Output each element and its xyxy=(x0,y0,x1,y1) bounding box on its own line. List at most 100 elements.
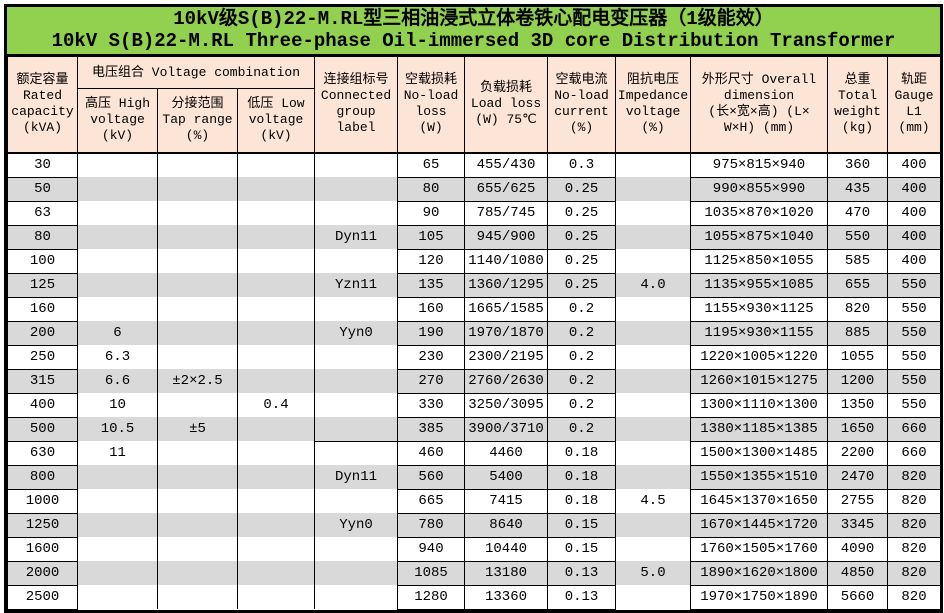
cell-impedance xyxy=(615,417,692,441)
cell-gauge: 400 xyxy=(887,248,942,274)
cell-dimension: 1890×1620×1800 xyxy=(690,560,829,586)
cell-impedance xyxy=(615,441,692,465)
cell-dimension: 1970×1750×1890 xyxy=(690,584,829,610)
cell-tap xyxy=(157,321,238,345)
table-row: 500 10.5 ±5 385 3900/3710 0.2 1380×1185×1385 16… xyxy=(7,416,942,442)
cell-tap xyxy=(157,489,238,513)
cell-gauge: 820 xyxy=(887,488,942,514)
cell-load-loss: 1665/1585 xyxy=(464,296,549,322)
col-header-connected-group: 连接组标号 Connected group label xyxy=(314,56,399,154)
cell-dimension: 1220×1005×1220 xyxy=(690,344,829,370)
cell-gauge: 820 xyxy=(887,560,942,586)
cell-no-load-loss: 190 xyxy=(397,320,466,346)
cell-no-load-loss: 385 xyxy=(397,416,466,442)
cell-load-loss: 455/430 xyxy=(464,152,549,178)
cell-hv xyxy=(77,537,158,561)
cell-no-load-current: 0.2 xyxy=(547,416,617,442)
cell-load-loss: 4460 xyxy=(464,440,549,466)
cell-tap: ±5 xyxy=(157,417,238,441)
cell-tap xyxy=(157,513,238,537)
cell-group: Dyn11 xyxy=(314,465,399,489)
cell-load-loss: 1140/1080 xyxy=(464,248,549,274)
col-header-tap-range: 分接范围 Tap range (%) xyxy=(157,88,238,154)
spec-table: 额定容量 Rated capacity (kVA) 电压组合 Voltage c… xyxy=(7,56,942,610)
cell-load-loss: 945/900 xyxy=(464,224,549,250)
table-row: 2000 1085 13180 0.13 5.0 1890×1620×1800 4850 82… xyxy=(7,560,942,586)
cell-lv xyxy=(236,561,316,585)
cell-hv xyxy=(77,513,158,537)
cell-hv: 11 xyxy=(77,441,158,465)
cell-dimension: 1760×1505×1760 xyxy=(690,536,829,562)
cell-weight: 5660 xyxy=(827,584,889,610)
transformer-spec-sheet: 10kV级S(B)22-M.RL型三相油浸式立体卷铁心配电变压器（1级能效） 1… xyxy=(4,4,943,613)
cell-weight: 1350 xyxy=(827,392,889,418)
cell-load-loss: 655/625 xyxy=(464,176,549,202)
cell-dimension: 1195×930×1155 xyxy=(690,320,829,346)
col-header-voltage-combination: 电压组合 Voltage combination xyxy=(76,56,316,89)
cell-load-loss: 8640 xyxy=(464,512,549,538)
cell-impedance xyxy=(615,321,692,345)
cell-no-load-loss: 270 xyxy=(397,368,466,394)
cell-lv xyxy=(236,225,316,249)
cell-lv xyxy=(236,321,316,345)
cell-gauge: 820 xyxy=(887,584,942,610)
table-row: 1250 Yyn0 780 8640 0.15 1670×1445×1720 3345 820 xyxy=(7,512,942,538)
cell-hv xyxy=(77,297,158,321)
cell-gauge: 660 xyxy=(887,440,942,466)
col-header-load-loss: 负载损耗 Load loss (W) 75℃ xyxy=(464,56,549,154)
cell-load-loss: 3900/3710 xyxy=(464,416,549,442)
cell-lv xyxy=(236,513,316,537)
cell-group xyxy=(314,201,399,225)
table-row: 80 Dyn11 105 945/900 0.25 1055×875×1040 550 400 xyxy=(7,224,942,250)
cell-impedance: 4.5 xyxy=(615,489,692,513)
cell-no-load-loss: 940 xyxy=(397,536,466,562)
cell-tap xyxy=(157,561,238,585)
cell-lv xyxy=(236,417,316,441)
cell-group xyxy=(314,369,399,393)
cell-lv xyxy=(236,177,316,201)
cell-capacity: 315 xyxy=(7,368,78,394)
cell-tap xyxy=(157,297,238,321)
cell-dimension: 1155×930×1125 xyxy=(690,296,829,322)
cell-capacity: 125 xyxy=(7,272,78,298)
col-header-high-voltage: 高压 High voltage (kV) xyxy=(77,88,158,154)
cell-no-load-loss: 780 xyxy=(397,512,466,538)
cell-no-load-loss: 460 xyxy=(397,440,466,466)
cell-no-load-current: 0.2 xyxy=(547,296,617,322)
cell-no-load-loss: 65 xyxy=(397,152,466,178)
cell-tap xyxy=(157,273,238,297)
cell-no-load-current: 0.2 xyxy=(547,368,617,394)
cell-no-load-current: 0.25 xyxy=(547,176,617,202)
cell-gauge: 820 xyxy=(887,512,942,538)
cell-gauge: 660 xyxy=(887,416,942,442)
cell-dimension: 1645×1370×1650 xyxy=(690,488,829,514)
cell-impedance: 5.0 xyxy=(615,561,692,585)
cell-hv xyxy=(77,273,158,297)
cell-no-load-current: 0.18 xyxy=(547,488,617,514)
cell-capacity: 1000 xyxy=(7,488,78,514)
cell-no-load-current: 0.18 xyxy=(547,440,617,466)
cell-dimension: 1125×850×1055 xyxy=(690,248,829,274)
cell-tap xyxy=(157,345,238,369)
cell-group xyxy=(314,249,399,273)
cell-group xyxy=(314,561,399,585)
cell-capacity: 800 xyxy=(7,464,78,490)
cell-hv: 6 xyxy=(77,321,158,345)
cell-weight: 585 xyxy=(827,248,889,274)
cell-no-load-loss: 135 xyxy=(397,272,466,298)
cell-no-load-current: 0.25 xyxy=(547,224,617,250)
cell-hv: 6.6 xyxy=(77,369,158,393)
cell-weight: 4090 xyxy=(827,536,889,562)
table-row: 2500 1280 13360 0.13 1970×1750×1890 5660 820 xyxy=(7,584,942,610)
cell-hv xyxy=(77,152,158,177)
cell-gauge: 820 xyxy=(887,464,942,490)
cell-no-load-loss: 560 xyxy=(397,464,466,490)
cell-hv xyxy=(77,585,158,609)
cell-weight: 470 xyxy=(827,200,889,226)
cell-gauge: 550 xyxy=(887,320,942,346)
col-header-low-voltage: 低压 Low voltage (kV) xyxy=(236,88,316,154)
cell-no-load-loss: 1280 xyxy=(397,584,466,610)
table-row: 200 6 Yyn0 190 1970/1870 0.2 1195×930×1155 885 5… xyxy=(7,320,942,346)
cell-group: Yzn11 xyxy=(314,273,399,297)
cell-gauge: 550 xyxy=(887,344,942,370)
